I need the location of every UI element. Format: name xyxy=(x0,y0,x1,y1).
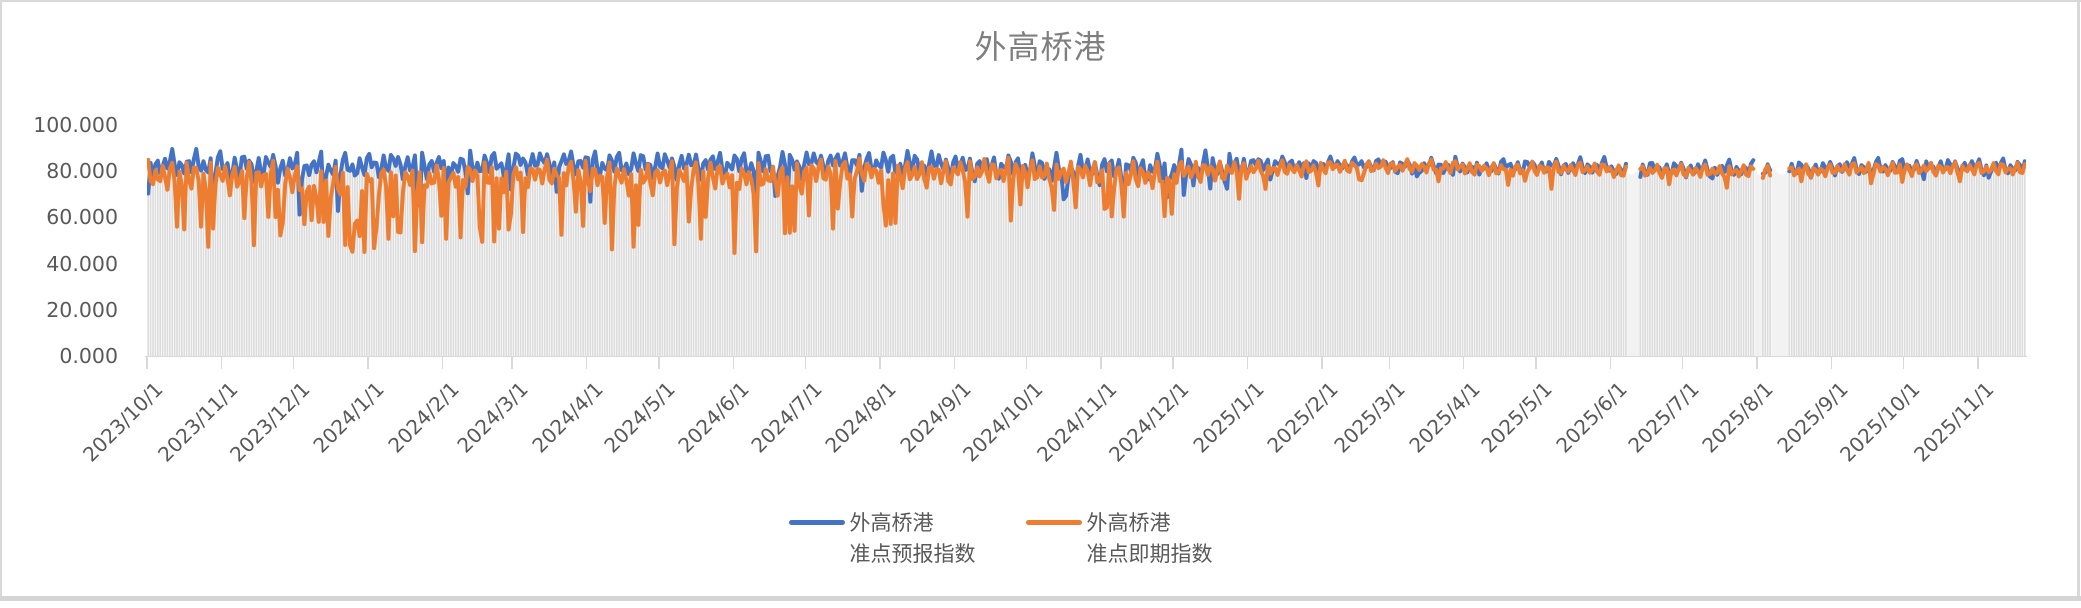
x-axis-label: 2025/6/1 xyxy=(1550,377,1632,458)
forecast-line-swatch xyxy=(788,520,845,525)
chart-plot-canvas xyxy=(147,85,2026,356)
y-axis-label: 60.000 xyxy=(46,205,118,230)
x-axis-label: 2025/3/1 xyxy=(1329,377,1411,458)
x-axis-label: 2025/2/1 xyxy=(1262,377,1343,458)
panel-border-top xyxy=(0,0,2081,2)
chart-legend: 外高桥港 准点预报指数 外高桥港 准点即期指数 xyxy=(0,508,2041,570)
x-axis-tick xyxy=(1321,356,1323,369)
y-axis-label: 100.000 xyxy=(33,113,118,137)
x-axis-tick xyxy=(1535,356,1537,369)
legend-entry-forecast: 外高桥港 准点预报指数 xyxy=(788,508,976,570)
x-axis-tick xyxy=(292,356,295,369)
y-axis-label: 40.000 xyxy=(46,251,118,276)
x-axis-tick xyxy=(658,356,660,369)
x-axis-tick xyxy=(1388,356,1390,369)
x-axis-label: 2025/5/1 xyxy=(1476,377,1557,458)
y-axis-label: 0.000 xyxy=(59,344,118,368)
x-axis-tick xyxy=(1977,356,1979,369)
x-axis-tick xyxy=(879,356,881,369)
x-axis-label: 2025/8/1 xyxy=(1697,377,1778,458)
x-axis-tick xyxy=(1609,356,1612,369)
x-axis-label: 2025/7/1 xyxy=(1622,377,1704,458)
x-axis-tick xyxy=(146,356,148,369)
x-axis-label: 2024/2/1 xyxy=(383,377,464,458)
chart-title: 外高桥港 xyxy=(974,28,1107,66)
x-axis-label: 2024/4/1 xyxy=(527,377,608,458)
x-axis-tick xyxy=(1756,356,1758,369)
y-axis-label: 80.000 xyxy=(46,159,118,184)
x-axis-tick xyxy=(1025,356,1028,369)
legend-forecast-line1: 外高桥港 xyxy=(849,511,934,535)
x-axis-label: 2025/4/1 xyxy=(1404,377,1485,458)
x-axis-tick xyxy=(1462,356,1465,369)
x-axis-line xyxy=(145,355,2027,357)
x-axis-tick xyxy=(367,356,369,369)
y-axis-label: 20.000 xyxy=(46,297,118,322)
x-axis-tick xyxy=(1681,356,1684,369)
x-axis-label: 2024/5/1 xyxy=(599,377,680,458)
x-axis-tick xyxy=(585,356,588,369)
x-axis-tick xyxy=(1172,356,1174,369)
x-axis-tick xyxy=(511,356,513,369)
x-axis-tick xyxy=(953,356,956,369)
panel-border-bottom xyxy=(0,596,2081,601)
x-axis-tick xyxy=(804,356,807,369)
x-axis-tick xyxy=(1902,356,1905,369)
x-axis-label: 2025/11/1 xyxy=(1909,377,1999,467)
x-axis-tick xyxy=(1830,356,1833,369)
x-axis-tick xyxy=(1100,356,1102,369)
legend-forecast-line2: 准点预报指数 xyxy=(849,542,976,566)
x-axis-label: 2023/10/1 xyxy=(78,377,168,467)
x-axis-label: 2025/1/1 xyxy=(1187,377,1269,458)
legend-entry-spot: 外高桥港 准点即期指数 xyxy=(1025,508,1213,570)
x-axis-label: 2024/6/1 xyxy=(673,377,755,458)
x-axis-tick xyxy=(1246,356,1249,369)
panel-border-right xyxy=(2077,0,2080,601)
legend-spot-line2: 准点即期指数 xyxy=(1086,542,1213,566)
x-axis-tick xyxy=(441,356,444,369)
x-axis-label: 2024/8/1 xyxy=(820,377,901,458)
x-axis-label: 2024/1/1 xyxy=(308,377,390,458)
x-axis-tick xyxy=(220,356,223,369)
panel-border-left xyxy=(0,0,2,601)
legend-spot-line1: 外高桥港 xyxy=(1086,511,1171,535)
x-axis-tick xyxy=(732,356,735,369)
x-axis-label: 2024/3/1 xyxy=(452,377,534,458)
spot-line-swatch xyxy=(1025,520,1082,525)
x-axis-label: 2024/7/1 xyxy=(745,377,827,458)
